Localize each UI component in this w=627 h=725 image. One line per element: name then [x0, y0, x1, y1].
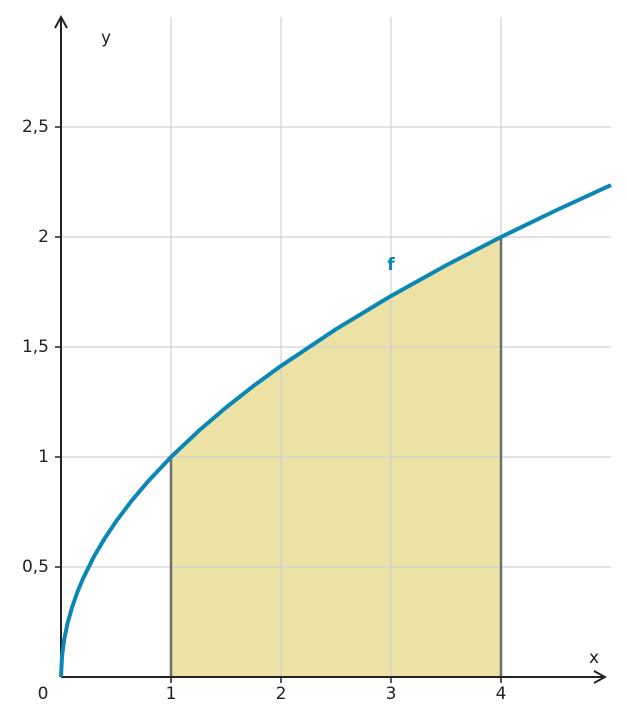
y-tick-label: 1	[38, 447, 49, 467]
curve	[59, 183, 612, 678]
x-tick-label: 0	[38, 684, 49, 704]
x-tick-label: 1	[166, 684, 177, 704]
x-tick-label: 4	[496, 684, 507, 704]
y-axis-label: y	[101, 28, 111, 48]
y-tick-label: 2,5	[22, 117, 49, 137]
x-tick-label: 2	[276, 684, 287, 704]
y-tick-label: 2	[38, 227, 49, 247]
y-tick-label: 1,5	[22, 337, 49, 357]
y-tick-label: 0,5	[22, 557, 49, 577]
x-axis-label: x	[589, 648, 599, 668]
curve-label: f	[387, 255, 395, 275]
x-tick-label: 3	[386, 684, 397, 704]
